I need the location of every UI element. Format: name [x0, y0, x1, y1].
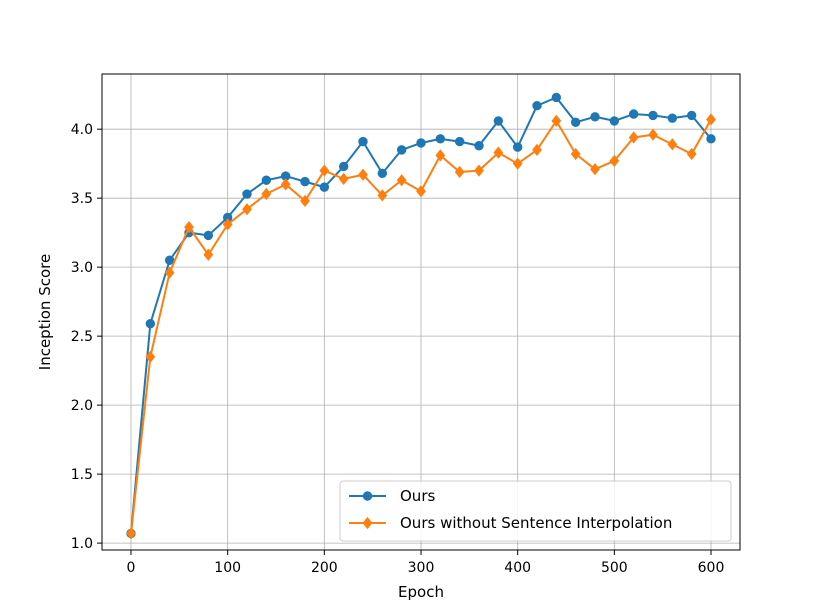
data-point [377, 168, 388, 179]
data-point [222, 218, 233, 231]
data-point [184, 221, 194, 234]
data-point [242, 189, 252, 199]
x-tick-label: 200 [311, 560, 338, 576]
x-tick-label: 400 [504, 560, 531, 576]
data-point [474, 141, 484, 151]
data-point [667, 113, 678, 123]
data-point [628, 131, 639, 144]
data-point [280, 178, 291, 191]
data-point [300, 176, 310, 187]
y-axis-label: Inception Score [36, 254, 54, 370]
data-point [145, 319, 156, 329]
data-point [570, 147, 581, 161]
y-tick-label: 4.0 [71, 122, 93, 138]
data-point [512, 157, 523, 170]
legend-marker [362, 491, 373, 501]
data-point [261, 175, 272, 185]
legend-item: Ours [349, 487, 435, 505]
data-point [706, 113, 716, 126]
legend-box [339, 480, 732, 542]
data-point [358, 136, 368, 147]
data-point [396, 174, 407, 187]
data-point [570, 117, 581, 127]
data-point [532, 143, 542, 156]
legend-label: Ours without Sentence Interpolation [400, 514, 672, 532]
legend-label: Ours [400, 487, 435, 505]
data-point [338, 172, 349, 185]
data-point [551, 92, 562, 103]
x-tick-label: 300 [408, 560, 435, 576]
data-point [551, 114, 562, 128]
data-point [416, 185, 426, 198]
y-tick-label: 2.0 [71, 398, 93, 414]
y-tick-label: 1.0 [71, 536, 93, 552]
y-tick-label: 3.5 [71, 191, 93, 207]
grid [102, 74, 740, 550]
data-point [435, 134, 446, 144]
data-point [667, 138, 678, 151]
data-point [319, 182, 330, 192]
data-point [686, 147, 697, 161]
legend-item: Ours without Sentence Interpolation [349, 514, 672, 532]
y-tick-label: 2.5 [71, 329, 93, 345]
data-point [164, 266, 175, 279]
data-point [358, 168, 368, 181]
legend-marker [362, 516, 373, 530]
x-tick-label: 0 [127, 560, 136, 576]
data-point [648, 110, 658, 121]
data-point [454, 136, 465, 147]
data-point [203, 248, 214, 261]
data-point [300, 194, 310, 208]
data-point [435, 149, 446, 162]
y-tick-label: 3.0 [71, 260, 93, 276]
x-axis-label: Epoch [398, 583, 444, 601]
y-tick-label: 1.5 [71, 467, 93, 483]
data-point [686, 110, 697, 121]
data-point [609, 116, 620, 126]
data-point [532, 101, 542, 111]
legend: Ours Ours without Sentence Interpolation [339, 480, 732, 542]
x-tick-label: 500 [601, 560, 628, 576]
data-point [319, 164, 330, 177]
data-point [396, 145, 407, 155]
data-point [474, 164, 484, 177]
data-point [493, 146, 504, 159]
data-point [338, 161, 349, 172]
series-group [126, 92, 716, 540]
data-point [126, 527, 136, 540]
data-point [261, 187, 272, 201]
data-point [493, 116, 504, 126]
axis-ticks: 0 100 200 300 400 500 600 1.0 1.5 2.0 2.5 3.0 3.5 4.0 [71, 122, 725, 576]
data-point [609, 154, 620, 168]
data-point [512, 142, 523, 152]
series-2 [126, 113, 716, 540]
data-point [454, 165, 465, 179]
data-point [203, 230, 214, 241]
data-point [590, 112, 600, 122]
data-point [416, 138, 426, 148]
data-point [590, 163, 600, 176]
x-tick-label: 100 [214, 560, 241, 576]
x-tick-label: 600 [698, 560, 725, 576]
data-point [377, 189, 388, 202]
data-point [145, 350, 156, 363]
data-point [242, 203, 252, 216]
data-point [706, 134, 716, 144]
data-point [628, 109, 639, 119]
data-point [648, 128, 658, 141]
